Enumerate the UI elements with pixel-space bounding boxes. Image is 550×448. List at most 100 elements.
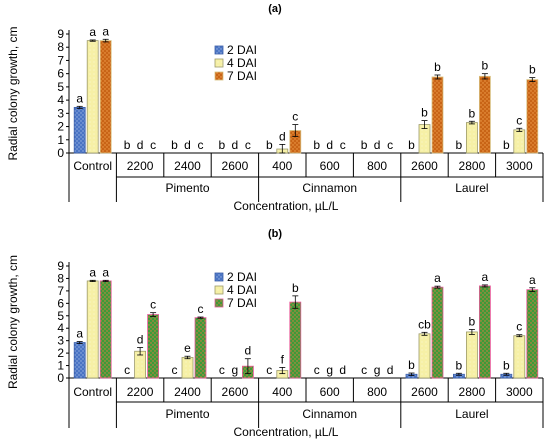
significance-letter: b	[408, 138, 415, 152]
significance-letter: d	[374, 138, 381, 152]
category-label: 3000	[506, 385, 533, 399]
y-tick-label: 3	[57, 106, 64, 120]
significance-letter: a	[434, 271, 441, 285]
bar	[465, 331, 478, 379]
group-label: Cinnamon	[302, 181, 357, 195]
significance-letter: c	[172, 363, 178, 377]
significance-letter: d	[137, 138, 144, 152]
bar	[73, 342, 86, 379]
bar	[526, 289, 539, 379]
significance-letter: c	[516, 113, 522, 127]
significance-letter: a	[102, 265, 109, 279]
bar	[99, 40, 112, 154]
significance-letter: a	[89, 265, 96, 279]
y-tick-label: 7	[57, 284, 64, 298]
significance-letter: a	[89, 25, 96, 39]
category-label: 2600	[411, 385, 438, 399]
bar	[194, 317, 207, 379]
category-label: 2600	[222, 159, 249, 173]
category-label: 3000	[506, 159, 533, 173]
bar	[147, 314, 160, 379]
significance-letter: c	[361, 363, 367, 377]
bar	[465, 122, 478, 154]
significance-letter: b	[456, 138, 463, 152]
legend-swatch	[214, 45, 224, 55]
y-tick-label: 0	[57, 371, 64, 385]
significance-letter: g	[326, 363, 333, 377]
significance-letter: c	[292, 110, 298, 124]
y-tick-label: 6	[57, 67, 64, 81]
bar	[86, 40, 99, 154]
significance-letter: c	[198, 302, 204, 316]
y-tick-label: 8	[57, 271, 64, 285]
legend-label: 7 DAI	[227, 69, 257, 83]
y-tick-label: 0	[57, 146, 64, 160]
category-label: 2400	[174, 385, 201, 399]
category-label: 400	[272, 385, 292, 399]
legend-label: 2 DAI	[227, 270, 257, 284]
legend-swatch	[214, 298, 224, 308]
significance-letter: d	[232, 138, 239, 152]
significance-letter: g	[374, 363, 381, 377]
significance-letter: c	[219, 363, 225, 377]
y-tick-label: 5	[57, 309, 64, 323]
significance-letter: c	[150, 298, 156, 312]
significance-letter: a	[76, 327, 83, 341]
panel-label: (b)	[268, 228, 282, 240]
category-label: 2200	[127, 159, 154, 173]
y-tick-label: 1	[57, 359, 64, 373]
significance-letter: b	[434, 60, 441, 74]
significance-letter: d	[245, 344, 252, 358]
group-label: Cinnamon	[302, 407, 357, 421]
y-tick-label: 7	[57, 53, 64, 67]
significance-letter: b	[313, 138, 320, 152]
x-axis-label: Concentration, µL/L	[234, 425, 339, 439]
group-label: Pimento	[165, 407, 209, 421]
legend-label: 4 DAI	[227, 56, 257, 70]
group-label: Laurel	[455, 407, 488, 421]
y-tick-label: 5	[57, 80, 64, 94]
y-tick-label: 4	[57, 93, 64, 107]
y-tick-label: 2	[57, 346, 64, 360]
significance-letter: c	[266, 363, 272, 377]
significance-letter: b	[408, 358, 415, 372]
category-label: 2600	[222, 385, 249, 399]
significance-letter: b	[124, 138, 131, 152]
y-tick-label: 1	[57, 133, 64, 147]
y-axis-label: Radial colony growth, cm	[6, 255, 20, 389]
y-tick-label: 6	[57, 296, 64, 310]
category-label: Control	[73, 159, 112, 173]
category-label: 2800	[459, 159, 486, 173]
significance-letter: b	[503, 358, 510, 372]
category-label: 800	[367, 159, 387, 173]
legend-swatch	[214, 285, 224, 295]
significance-letter: c	[516, 320, 522, 334]
significance-letter: a	[529, 273, 536, 287]
significance-letter: b	[503, 138, 510, 152]
category-label: 2200	[127, 385, 154, 399]
significance-letter: cb	[418, 317, 431, 331]
significance-letter: c	[245, 138, 251, 152]
significance-letter: b	[482, 59, 489, 73]
significance-letter: d	[184, 138, 191, 152]
significance-letter: c	[198, 138, 204, 152]
significance-letter: b	[456, 358, 463, 372]
bar	[478, 75, 491, 154]
significance-letter: c	[340, 138, 346, 152]
category-label: 2400	[174, 159, 201, 173]
group-label: Pimento	[165, 181, 209, 195]
bar	[181, 357, 194, 379]
category-label: Control	[73, 385, 112, 399]
bar	[478, 285, 491, 379]
bar	[526, 79, 539, 154]
significance-letter: b	[469, 314, 476, 328]
bar	[86, 280, 99, 379]
significance-letter: b	[469, 106, 476, 120]
significance-letter: a	[102, 24, 109, 38]
significance-letter: a	[482, 270, 489, 284]
y-tick-label: 9	[57, 259, 64, 273]
